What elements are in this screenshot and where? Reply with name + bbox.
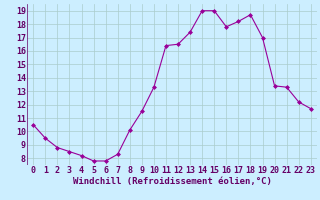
X-axis label: Windchill (Refroidissement éolien,°C): Windchill (Refroidissement éolien,°C)	[73, 177, 271, 186]
